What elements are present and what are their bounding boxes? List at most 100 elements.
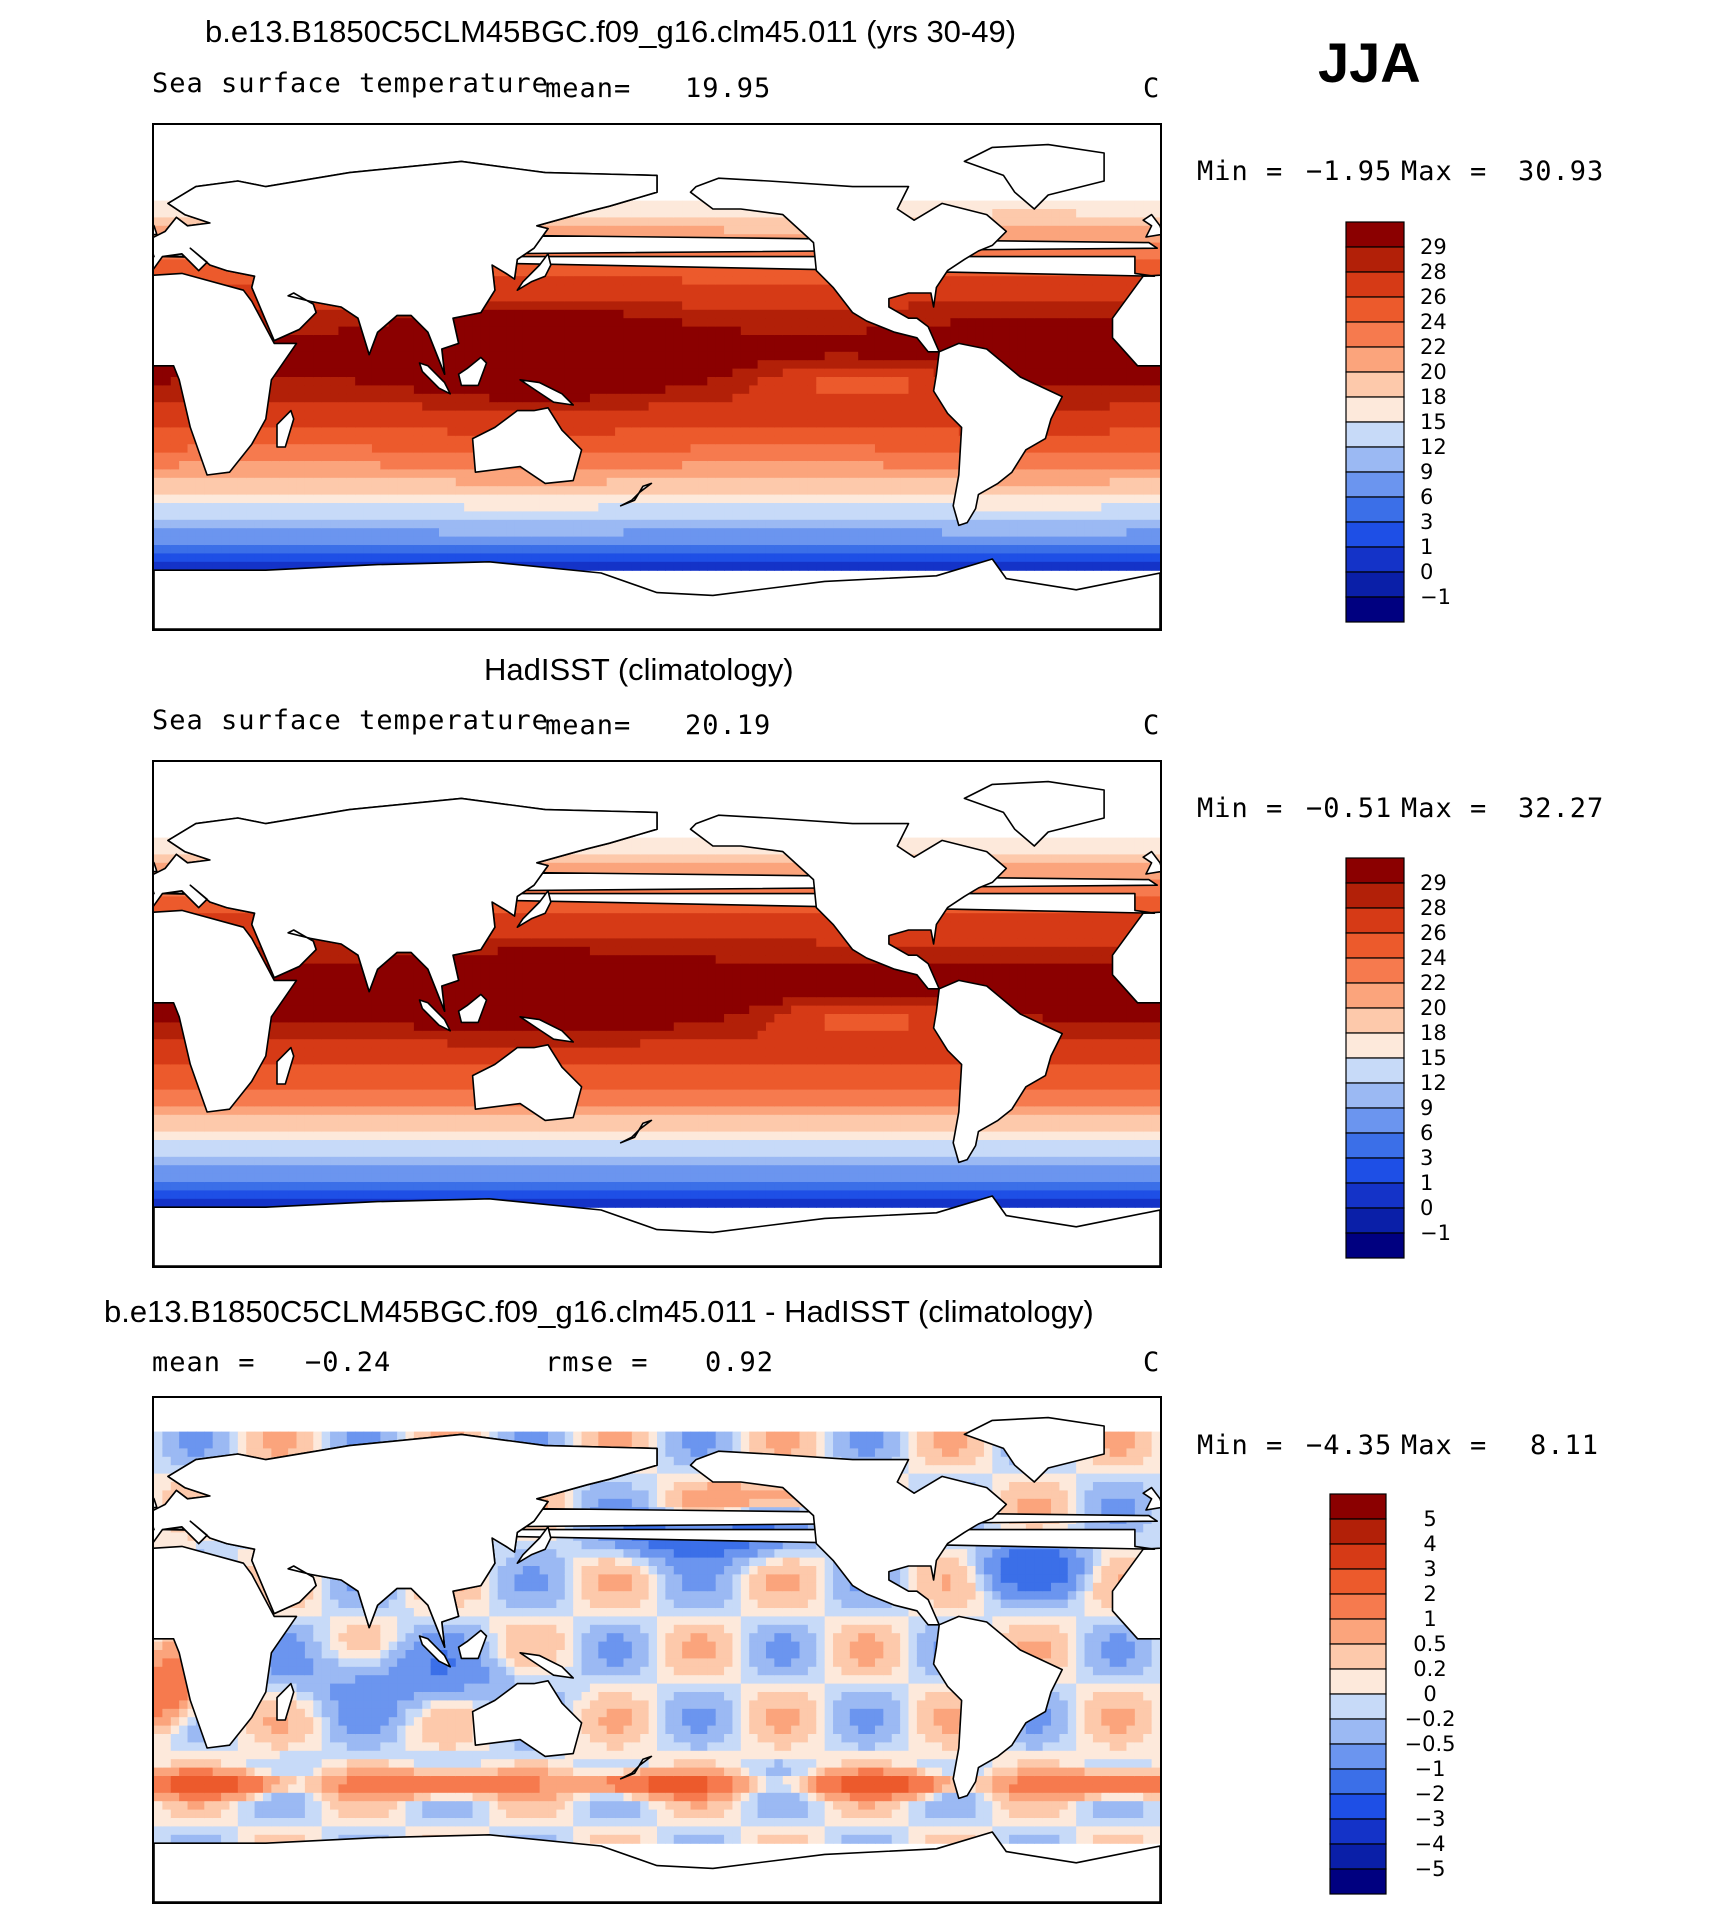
colorbar-tick-label: −1 [1420,1221,1451,1245]
colorbar-box [1329,1518,1387,1545]
colorbar-tick-label: 0.2 [1413,1657,1446,1681]
colorbar-box [1329,1718,1387,1745]
continent-namerica [689,177,1008,353]
colorbar-box [1329,1493,1387,1520]
continent-uk [1142,1486,1160,1511]
colorbar-tick-label: 18 [1420,1021,1447,1045]
colorbar-box [1345,957,1405,984]
colorbar-tick-label: 1 [1423,1607,1436,1631]
panel2-min-label: Min = [1197,793,1284,824]
continents [154,780,1160,1266]
colorbar-box [1345,421,1405,448]
colorbar-box [1345,857,1405,884]
colorbar-tick-label: 29 [1420,235,1447,259]
panel2-min-value: −0.51 [1306,793,1393,824]
continent-japan [516,890,552,928]
colorbar-box [1345,596,1405,623]
colorbar-tick-label: 6 [1420,485,1433,509]
colorbar-box [1329,1593,1387,1620]
colorbar-tick-label: 0 [1420,560,1433,584]
colorbar-tick-label: 0.5 [1413,1632,1446,1656]
continent-sumatra [418,362,452,395]
continent-africa-east [1111,1547,1160,1640]
continents [154,1416,1160,1902]
continent-africa [154,909,298,1113]
panel1-title: b.e13.B1850C5CLM45BGC.f09_g16.clm45.011 … [205,14,1017,49]
colorbar-tick-label: −0.2 [1405,1707,1456,1731]
panel1-min-value: −1.95 [1306,156,1393,187]
colorbar-tick-label: 26 [1420,285,1447,309]
continent-eurasia-west [154,797,658,1012]
colorbar-box [1345,1207,1405,1234]
continent-newguinea [519,1016,575,1043]
colorbar-box [1329,1818,1387,1845]
panel3-units: C [1143,1347,1161,1378]
colorbar-tick-label: 22 [1420,335,1447,359]
colorbar-tick-label: 9 [1420,460,1433,484]
colorbar-tick-label: 4 [1423,1532,1436,1556]
continent-australia [471,1679,583,1758]
panel3-mean-value: −0.24 [305,1347,392,1378]
colorbar-tick-label: 1 [1420,1171,1433,1195]
panel3-min-value: −4.35 [1306,1430,1393,1461]
continent-africa [154,272,298,476]
panel2-max-label: Max = [1401,793,1488,824]
panel1-units: C [1143,73,1161,104]
colorbar-box [1345,571,1405,598]
colorbar-tick-label: 18 [1420,385,1447,409]
continent-nz [619,1119,653,1144]
continent-antarctica [154,1195,1160,1266]
colorbar-tick-label: 9 [1420,1096,1433,1120]
colorbar-tick-label: 1 [1420,535,1433,559]
colorbar-tick-label: 0 [1420,1196,1433,1220]
continent-antarctica [154,1831,1160,1902]
continent-greenland [963,143,1105,210]
colorbar-tick-label: 12 [1420,1071,1447,1095]
colorbar-box [1345,471,1405,498]
colorbar-tick-label: 29 [1420,871,1447,895]
colorbar-box [1329,1793,1387,1820]
continent-samerica [932,979,1064,1164]
colorbar-tick-label: 28 [1420,260,1447,284]
continent-madagascar [276,1682,295,1721]
colorbar-tick-label: 22 [1420,971,1447,995]
season-label: JJA [1318,31,1421,94]
continent-africa-east [1111,911,1160,1004]
continent-eurasia-west [154,1433,658,1648]
panel3-colorbar: 5 4 3 2 1 0.5 0.2 0 −0.2 −0.5 −1 −2 −3 −4 −5 [1329,1493,1470,1895]
continent-japan [516,1526,552,1564]
panel1-min-label: Min = [1197,156,1284,187]
continent-newguinea [519,379,575,406]
continent-uk [1142,850,1160,875]
colorbar-box [1345,446,1405,473]
panel1-max-label: Max = [1401,156,1488,187]
colorbar-box [1345,521,1405,548]
colorbar-box [1345,321,1405,348]
colorbar-tick-label: −1 [1420,585,1451,609]
colorbar-box [1345,1232,1405,1259]
continent-borneo [457,356,488,387]
panel3-mean-label: mean = [152,1347,256,1378]
colorbar-tick-label: 20 [1420,360,1447,384]
panel2-max-value: 32.27 [1518,793,1605,824]
panel1-colorbar: 29 28 26 24 22 20 18 15 12 9 6 3 1 0 −1 [1345,221,1466,623]
panel3-map [152,1396,1162,1904]
colorbar-box [1345,1032,1405,1059]
colorbar-box [1345,246,1405,273]
continent-uk [1142,213,1160,238]
colorbar-box [1345,221,1405,248]
colorbar-tick-label: 15 [1420,410,1447,434]
continent-greenland [963,1416,1105,1483]
colorbar-box [1329,1618,1387,1645]
continent-borneo [457,993,488,1024]
colorbar-tick-label: −0.5 [1405,1732,1456,1756]
colorbar-box [1329,1768,1387,1795]
colorbar-box [1345,396,1405,423]
colorbar-tick-label: −3 [1415,1807,1446,1831]
panel2-map [152,760,1162,1268]
continent-uk-west [154,861,158,873]
continent-australia [471,406,583,485]
continent-namerica [689,814,1008,990]
colorbar-tick-label: 3 [1423,1557,1436,1581]
colorbar-box [1345,496,1405,523]
